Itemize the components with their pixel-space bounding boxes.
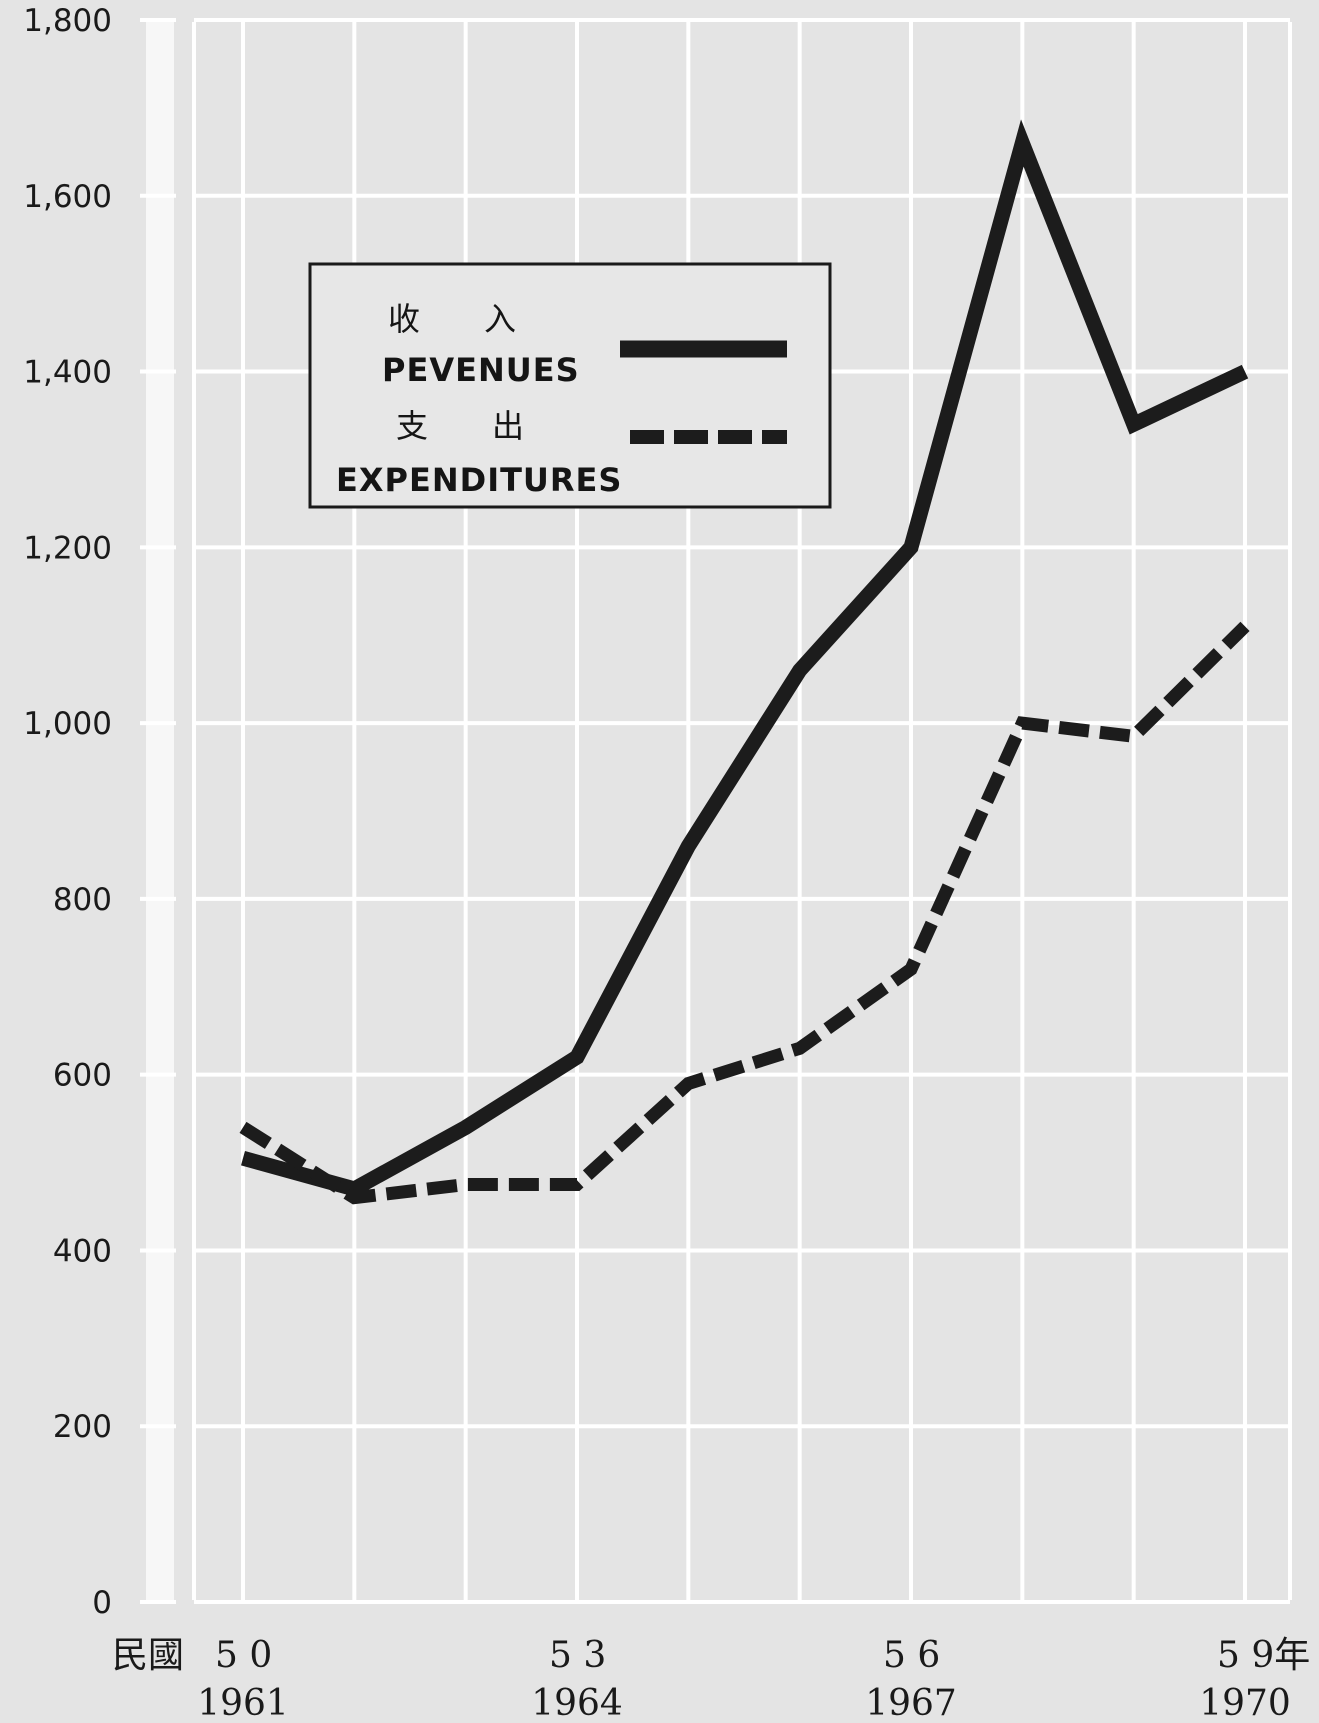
y-tick-label-1: 200 xyxy=(53,1409,112,1445)
data-point-0-3 xyxy=(576,1056,578,1058)
y-tick-label-6: 1,200 xyxy=(23,530,112,566)
y-tick-label-8: 1,600 xyxy=(23,179,112,215)
x-tick-labels: 民國 5 0 1961 5 3 1964 5 6 1967 5 9年 1970 xyxy=(112,1635,1310,1723)
x-tick-label-roc-0: 5 0 xyxy=(215,1635,272,1676)
y-tick-label-0: 0 xyxy=(92,1585,112,1621)
legend-label-revenues-zh: 收 入 xyxy=(388,300,516,338)
data-point-1-3 xyxy=(576,1184,578,1186)
data-point-1-9 xyxy=(1244,625,1246,627)
y-axis-strip xyxy=(146,20,174,1602)
series-line-expenditures xyxy=(239,621,1250,1205)
data-point-1-5 xyxy=(799,1047,801,1049)
x-tick-label-year-1: 1964 xyxy=(531,1683,623,1723)
y-tick-label-5: 1,000 xyxy=(23,706,112,742)
data-point-0-8 xyxy=(1133,423,1135,425)
data-point-0-5 xyxy=(799,669,801,671)
y-tick-label-3: 600 xyxy=(53,1058,112,1094)
data-point-1-0 xyxy=(242,1126,244,1128)
legend: 收 入 PEVENUES 支 出 EXPENDITURES xyxy=(308,262,832,509)
data-point-0-4 xyxy=(687,845,689,847)
series-line-revenues xyxy=(241,119,1249,1197)
data-point-1-1 xyxy=(353,1197,355,1199)
data-point-0-9 xyxy=(1244,371,1246,373)
data-point-1-6 xyxy=(910,968,912,970)
y-tick-label-2: 400 xyxy=(53,1233,112,1269)
grid-lines xyxy=(140,18,1292,1604)
legend-label-expenditures-zh: 支 出 xyxy=(396,407,524,445)
data-point-1-7 xyxy=(1021,722,1023,724)
x-tick-label-year-3: 1970 xyxy=(1199,1683,1291,1723)
x-tick-label-roc-3: 5 9年 xyxy=(1217,1635,1310,1676)
x-tick-label-year-2: 1967 xyxy=(865,1683,957,1723)
y-tick-label-4: 800 xyxy=(53,882,112,918)
legend-label-revenues: PEVENUES xyxy=(382,351,580,389)
series-lines xyxy=(239,119,1250,1205)
data-point-1-8 xyxy=(1133,735,1135,737)
data-point-0-0 xyxy=(242,1157,244,1159)
data-point-0-2 xyxy=(465,1126,467,1128)
data-point-1-4 xyxy=(687,1082,689,1084)
data-point-0-7 xyxy=(1021,142,1023,144)
x-tick-label-roc-1: 5 3 xyxy=(549,1635,606,1676)
y-tick-labels: 0 200 400 600 800 1,000 1,200 1,400 1,600 1,800 xyxy=(23,3,112,1621)
y-tick-label-7: 1,400 xyxy=(23,355,112,391)
data-point-1-2 xyxy=(465,1184,467,1186)
y-tick-label-9: 1,800 xyxy=(23,3,112,39)
x-tick-label-roc-2: 5 6 xyxy=(883,1635,940,1676)
data-point-0-6 xyxy=(910,546,912,548)
x-tick-label-year-0: 1961 xyxy=(197,1683,289,1723)
legend-label-expenditures: EXPENDITURES xyxy=(336,461,622,499)
legend-box xyxy=(308,262,832,509)
x-axis-prefix: 民國 xyxy=(112,1635,184,1676)
